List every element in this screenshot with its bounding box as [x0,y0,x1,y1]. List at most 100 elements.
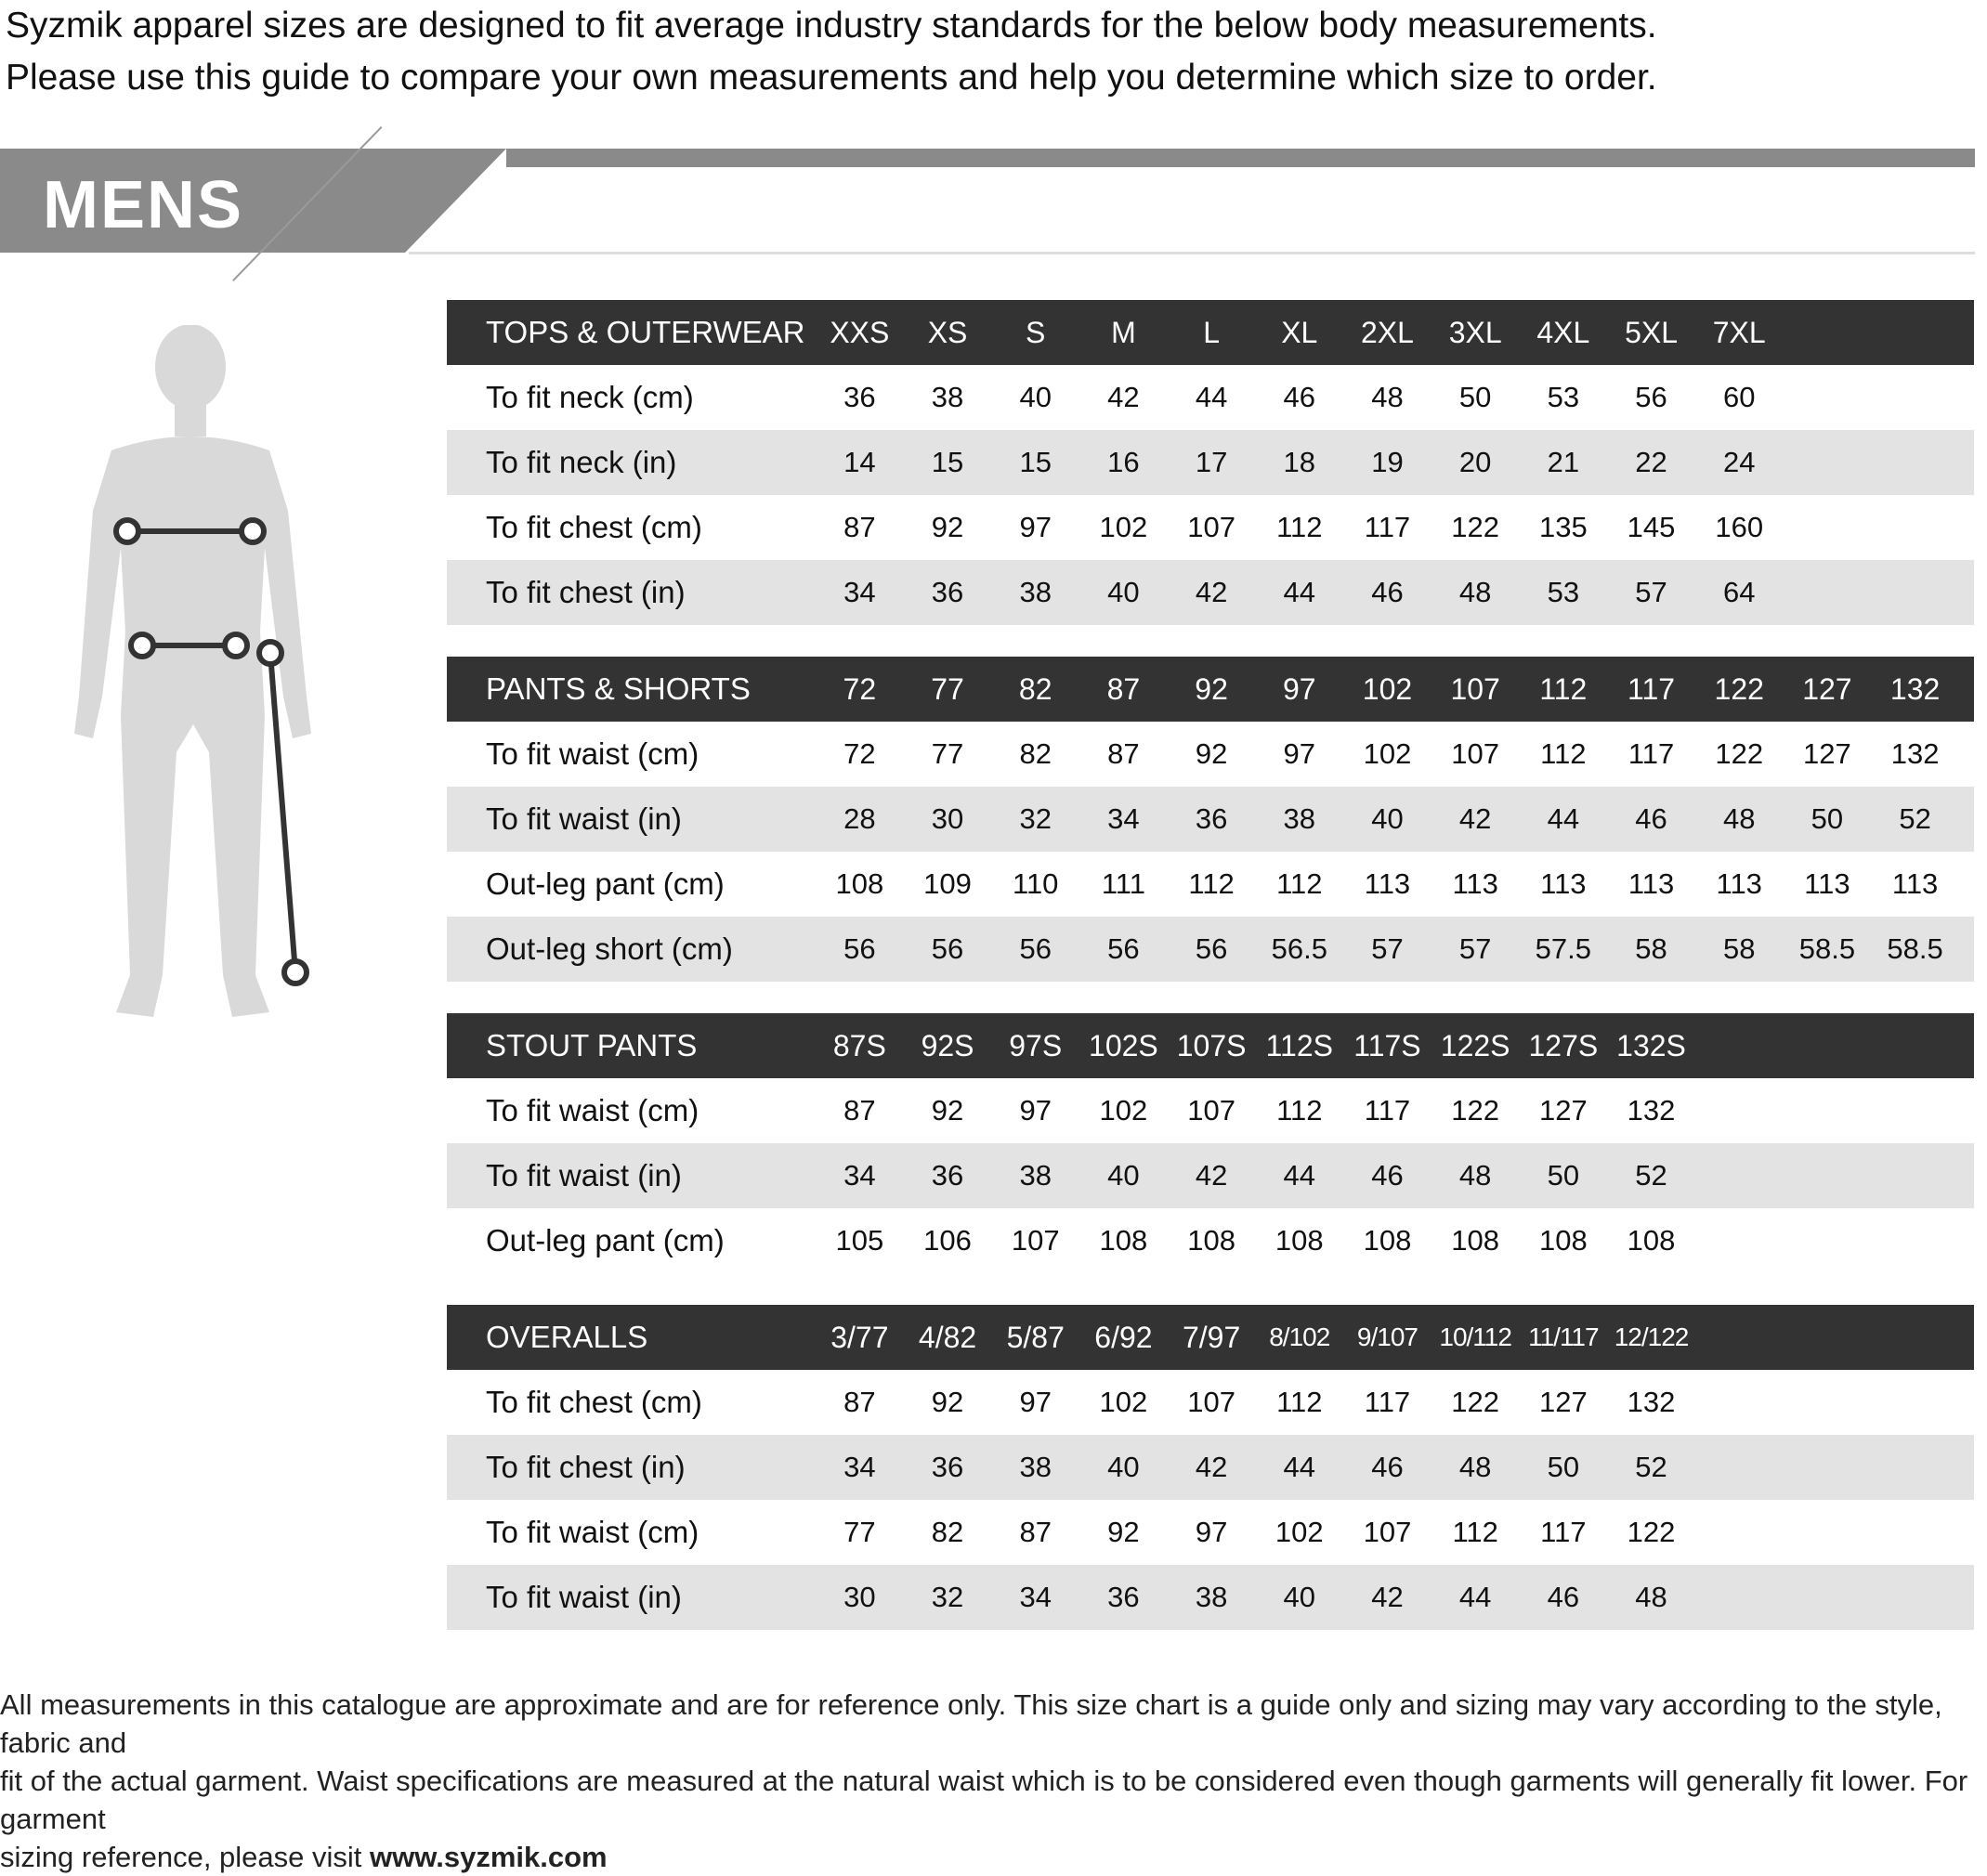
table-row: To fit waist (cm) 72 77 82 87 92 97 102 107 112 11… [447,722,1974,787]
size-header: 127S [1528,1028,1599,1062]
table-cell: 44 [1283,1451,1316,1483]
table-header-row: OVERALLS 3/77 4/82 5/87 6/92 7/97 8/102 9/107 10… [447,1305,1974,1370]
table-cell: 117 [1364,1386,1411,1418]
size-header: 112 [1539,671,1588,706]
size-header: 4XL [1536,315,1590,349]
size-header: 6/92 [1094,1320,1153,1354]
table-cell: 108 [1538,1224,1588,1257]
row-label: To fit waist (in) [486,1580,682,1614]
table-cell: 46 [1371,1451,1404,1483]
table-cell: 112 [1188,867,1235,900]
table-cell: 117 [1628,737,1675,770]
table-cell: 87 [843,1094,876,1127]
table-cell: 56 [1195,932,1228,965]
table-cell: 117 [1364,511,1411,543]
size-header: 12/122 [1614,1322,1690,1351]
table-cell: 87 [1019,1516,1052,1548]
size-header: 117 [1628,671,1676,706]
size-header: 122S [1440,1028,1510,1062]
table-cell: 53 [1547,381,1580,413]
table-cell: 46 [1547,1581,1580,1613]
table-cell: 92 [931,1386,964,1418]
section-banner [0,149,506,253]
table-cell: 44 [1547,802,1580,835]
table-cell: 97 [1019,1386,1052,1418]
table-cell: 108 [1627,1224,1676,1257]
table-cell: 113 [1804,867,1850,900]
disclaimer-line-2: fit of the actual garment. Waist specifi… [0,1765,1968,1835]
row-label: To fit waist (in) [486,801,682,836]
table-cell: 87 [1107,737,1140,770]
table-row: To fit chest (in) 34 36 38 40 42 44 46 48 53 57 64 [447,560,1974,625]
table-cell: 72 [843,737,876,770]
table-cell: 111 [1101,867,1145,900]
table-cell: 56 [1107,932,1140,965]
table-cell: 44 [1283,1159,1316,1192]
table-cell: 18 [1283,446,1316,478]
table-cell: 82 [1019,737,1052,770]
table-cell: 112 [1452,1516,1498,1548]
table-cell: 38 [1019,1451,1052,1483]
table-cell: 105 [835,1224,884,1257]
row-label: To fit neck (cm) [486,380,694,414]
table-cell: 44 [1458,1581,1492,1613]
table-cell: 21 [1547,446,1580,478]
intro-line-1: Syzmik apparel sizes are designed to fit… [6,6,1657,46]
table-cell: 58.5 [1887,932,1943,965]
table-cell: 19 [1371,446,1404,478]
table-row: To fit waist (cm) 87 92 97 102 107 112 117 122 12… [447,1078,1974,1143]
table-cell: 46 [1283,381,1316,413]
table-cell: 34 [843,576,876,608]
table-cell: 48 [1458,1159,1492,1192]
size-header: 7/97 [1182,1320,1241,1354]
table-cell: 122 [1451,1094,1500,1127]
table-cell: 52 [1635,1159,1667,1192]
size-header: 10/112 [1439,1322,1512,1351]
table-cell: 30 [931,802,964,835]
size-header: 132 [1889,671,1941,706]
table-cell: 17 [1195,446,1228,478]
table-row: To fit neck (in) 14 15 15 16 17 18 19 20 21 22 24 [447,430,1974,495]
website-link[interactable]: www.syzmik.com [370,1841,608,1873]
size-header: 92 [1195,671,1228,706]
size-header: 87S [832,1028,886,1062]
table-cell: 135 [1538,511,1588,543]
table-cell: 122 [1451,1386,1500,1418]
row-label: To fit chest (cm) [486,1385,702,1419]
row-label: To fit waist (cm) [486,736,699,771]
table-cell: 122 [1451,511,1500,543]
table-header-row: TOPS & OUTERWEAR XXS XS S M L XL 2XL 3XL 4XL 5XL 7X… [447,300,1974,365]
table-cell: 58 [1635,932,1667,965]
table-cell: 97 [1019,1094,1052,1127]
row-label: To fit waist (cm) [486,1515,699,1549]
size-header: 11/117 [1528,1322,1599,1351]
row-label: To fit neck (in) [486,445,677,479]
table-row: To fit chest (in) 34 36 38 40 42 44 46 48 50 52 [447,1435,1974,1500]
table-cell: 112 [1276,1386,1323,1418]
table-cell: 113 [1364,867,1411,900]
section-title: MENS [43,168,244,242]
table-cell: 132 [1890,737,1940,770]
table-cell: 113 [1891,867,1939,900]
table-title: TOPS & OUTERWEAR [486,315,805,349]
table-cell: 117 [1540,1516,1587,1548]
size-header: 102 [1362,671,1413,706]
table-cell: 58 [1722,932,1756,965]
table-cell: 36 [843,381,876,413]
table-cell: 108 [1275,1224,1324,1257]
size-header: L [1203,315,1220,349]
size-header: M [1111,315,1136,349]
table-cell: 34 [1107,802,1140,835]
table-cell: 44 [1283,576,1316,608]
table-cell: 64 [1722,576,1756,608]
table-cell: 56 [843,932,876,965]
table-cell: 48 [1722,802,1756,835]
table-cell: 97 [1283,737,1316,770]
table-cell: 42 [1458,802,1492,835]
disclaimer-prefix: sizing reference, please visit [0,1841,371,1873]
table-cell: 32 [931,1581,964,1613]
size-header: 107 [1450,671,1500,706]
table-cell: 42 [1371,1581,1404,1613]
row-label: Out-leg short (cm) [486,931,733,966]
table-cell: 117 [1364,1094,1411,1127]
